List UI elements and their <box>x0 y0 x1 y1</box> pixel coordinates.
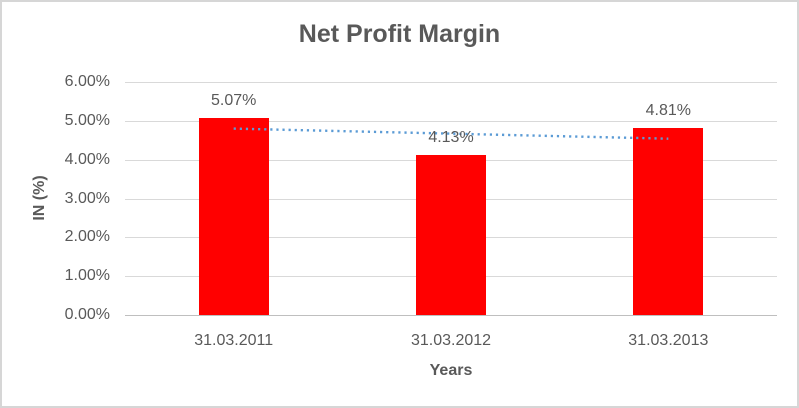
bar <box>416 154 486 315</box>
y-tick-label: 3.00% <box>64 189 110 207</box>
x-axis-title: Years <box>429 362 473 379</box>
gridline <box>125 120 777 122</box>
y-tick-label: 1.00% <box>64 267 110 285</box>
data-label: 5.07% <box>210 92 257 110</box>
data-label: 4.13% <box>428 128 474 146</box>
chart-title: Net Profit Margin <box>298 20 501 48</box>
y-tick-label: 2.00% <box>64 228 110 246</box>
x-axis-line <box>125 315 777 316</box>
gridline <box>125 82 777 83</box>
data-label: 4.81% <box>645 102 692 120</box>
x-tick-label: 31.03.2012 <box>410 332 492 349</box>
x-tick-label: 31.03.2011 <box>194 332 274 349</box>
y-tick-label: 6.00% <box>64 73 110 90</box>
bar <box>633 128 704 315</box>
bar <box>198 118 269 315</box>
y-tick-label: 4.00% <box>64 150 110 168</box>
y-tick-label: 0.00% <box>64 306 110 323</box>
y-tick-label: 5.00% <box>64 111 110 129</box>
x-tick-label: 31.03.2013 <box>628 332 709 349</box>
